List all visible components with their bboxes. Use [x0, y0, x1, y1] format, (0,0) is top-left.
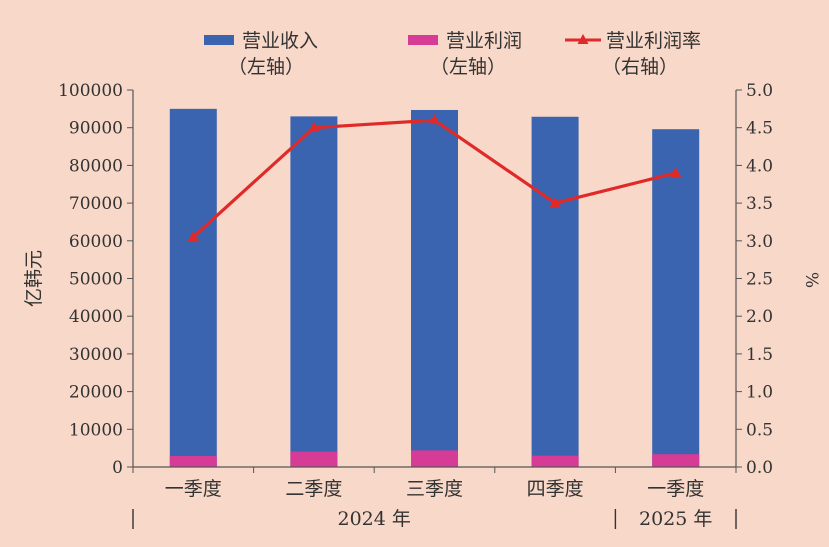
right-tick-label: 4.5	[746, 119, 773, 139]
left-tick-label: 0	[112, 458, 123, 478]
legend-label-profit: 营业利润	[446, 30, 522, 52]
legend-label-revenue: 营业收入	[242, 30, 318, 52]
left-tick-label: 60000	[69, 232, 123, 252]
bar-profit	[652, 454, 700, 467]
right-tick-label: 1.0	[746, 383, 773, 403]
margin-marker	[549, 197, 561, 208]
bar-revenue	[652, 129, 700, 467]
legend-axis-note-profit: （左轴）	[430, 56, 506, 78]
right-tick-label: 0.0	[746, 458, 773, 478]
legend-swatch-margin-marker	[577, 34, 589, 44]
left-tick-label: 80000	[69, 156, 123, 176]
right-tick-label: 2.5	[746, 270, 773, 290]
category-label: 四季度	[527, 478, 584, 500]
bar-revenue	[411, 109, 458, 467]
bar-profit	[169, 456, 217, 467]
category-label: 二季度	[285, 478, 342, 500]
year-label: 2024 年	[337, 508, 410, 530]
left-tick-label: 20000	[69, 383, 123, 403]
year-label: 2025 年	[639, 508, 712, 530]
right-tick-label: 3.0	[746, 232, 773, 252]
left-tick-label: 10000	[69, 420, 123, 440]
left-tick-label: 40000	[69, 307, 123, 327]
margin-marker	[429, 114, 440, 125]
bar-revenue	[169, 108, 217, 467]
right-tick-label: 5.0	[746, 81, 773, 101]
bar-profit	[411, 450, 458, 467]
legend-swatch-profit	[408, 35, 438, 45]
category-label: 三季度	[406, 478, 463, 500]
right-tick-label: 0.5	[746, 420, 773, 440]
left-tick-label: 90000	[69, 119, 123, 139]
legend-swatch-revenue	[204, 35, 234, 45]
left-tick-label: 50000	[69, 270, 123, 290]
left-axis-title: 亿韩元	[23, 250, 45, 307]
category-label: 一季度	[647, 478, 704, 500]
left-tick-label: 100000	[58, 81, 123, 101]
bar-profit	[531, 455, 579, 467]
margin-marker	[308, 121, 320, 132]
legend-label-margin: 营业利润率	[606, 30, 701, 52]
margin-marker	[187, 231, 199, 242]
bar-profit	[290, 451, 338, 467]
bar-revenue	[290, 116, 338, 467]
right-tick-label: 2.0	[746, 307, 773, 327]
left-tick-label: 70000	[69, 194, 123, 214]
right-tick-label: 3.5	[746, 194, 773, 214]
right-tick-label: 4.0	[746, 156, 773, 176]
bar-revenue	[531, 116, 579, 467]
left-tick-label: 30000	[69, 345, 123, 365]
legend-axis-note-margin: （右轴）	[602, 56, 678, 78]
right-tick-label: 1.5	[746, 345, 773, 365]
legend-axis-note-revenue: （左轴）	[228, 56, 304, 78]
margin-marker	[670, 166, 682, 177]
right-axis-title: %	[801, 272, 821, 288]
category-label: 一季度	[165, 478, 222, 500]
